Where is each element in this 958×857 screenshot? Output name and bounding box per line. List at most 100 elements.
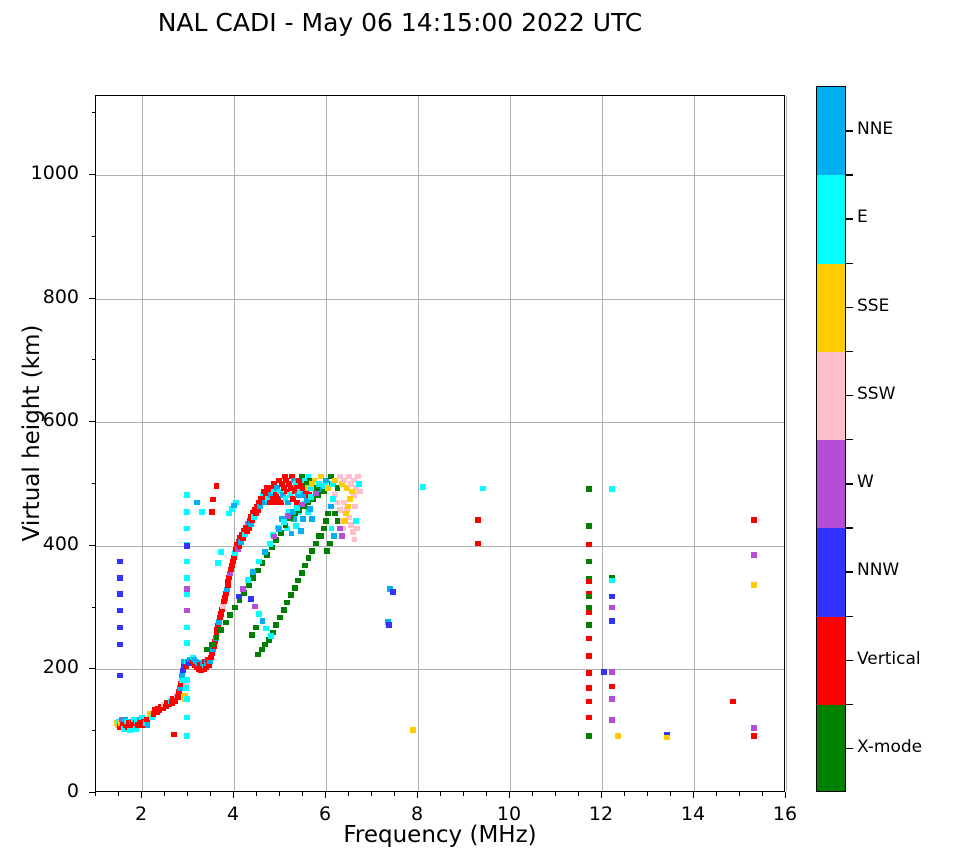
ionogram-echo-point [346, 473, 352, 480]
ionogram-echo-point [269, 629, 276, 636]
ionogram-echo-point [339, 518, 346, 524]
ionogram-echo-point [264, 484, 271, 491]
ionogram-echo-point [268, 484, 275, 491]
x-axis-minor-tick [739, 792, 740, 796]
ionogram-echo-point [184, 640, 191, 646]
ionogram-echo-point [350, 492, 357, 498]
ionogram-echo-point [184, 624, 191, 631]
gridline-horizontal [96, 175, 784, 177]
ionogram-echo-point [184, 591, 191, 597]
ionogram-echo-point [261, 488, 268, 495]
ionogram-echo-point [305, 473, 312, 480]
y-axis-tick-label: 800 [42, 285, 79, 308]
gridline-vertical [786, 96, 787, 791]
ionogram-echo-point [283, 477, 290, 484]
ionogram-echo-point [345, 503, 352, 510]
ionogram-echo-point [299, 570, 306, 576]
ionogram-echo-point [231, 550, 238, 557]
ionogram-echo-point [226, 574, 233, 581]
ionogram-echo-point [290, 477, 297, 484]
colorbar-boundary-tick [846, 615, 853, 617]
ionogram-echo-point [277, 614, 283, 621]
page-title: NAL CADI - May 06 14:15:00 2022 UTC [157, 8, 643, 37]
ionogram-echo-point [354, 525, 361, 532]
ionogram-echo-point [586, 578, 593, 585]
ionogram-echo-point [240, 586, 247, 592]
ionogram-echo-point [208, 641, 215, 648]
ionogram-echo-point [139, 714, 145, 721]
ionogram-echo-point [184, 696, 191, 702]
ionogram-echo-point [206, 662, 213, 668]
ionogram-echo-point [278, 481, 285, 487]
ionogram-echo-point [387, 586, 394, 592]
ionogram-echo-point [253, 624, 260, 631]
ionogram-echo-point [341, 499, 348, 506]
x-axis-label: Frequency (MHz) [343, 822, 537, 848]
ionogram-echo-point [300, 516, 306, 523]
x-axis-tick-label: 6 [318, 803, 332, 825]
ionogram-echo-point [284, 599, 291, 606]
ionogram-echo-point [586, 698, 593, 705]
x-axis-minor-tick [716, 792, 717, 796]
colorbar-segment-w [817, 440, 845, 529]
ionogram-echo-point [267, 633, 274, 639]
ionogram-echo-point [265, 636, 272, 643]
ionogram-echo-point [336, 507, 343, 513]
ionogram-echo-point [309, 481, 316, 487]
ionogram-echo-point [300, 492, 307, 498]
ionogram-echo-point [251, 603, 258, 610]
ionogram-echo-point [303, 481, 310, 487]
colorbar-label-nnw: NNW [857, 560, 900, 581]
ionogram-echo-point [316, 533, 323, 539]
ionogram-echo-point [304, 484, 311, 491]
ionogram-echo-point [236, 543, 243, 549]
y-axis-tick-label: 1000 [30, 162, 79, 185]
x-axis-tick-label: 8 [410, 803, 424, 825]
ionogram-echo-point [247, 521, 254, 527]
ionogram-echo-point [276, 477, 283, 484]
colorbar-boundary-tick [846, 527, 853, 529]
ionogram-echo-point [586, 635, 593, 642]
ionogram-echo-point [586, 558, 593, 565]
ionogram-echo-point [204, 646, 211, 653]
ionogram-echo-point [259, 618, 266, 624]
ionogram-echo-point [332, 477, 339, 484]
ionogram-echo-point [175, 688, 182, 695]
ionogram-echo-point [301, 477, 308, 484]
ionogram-echo-point [132, 725, 139, 732]
ionogram-echo-point [240, 535, 247, 542]
colorbar-tick [846, 130, 853, 132]
x-axis-tick [785, 792, 786, 798]
ionogram-echo-point [276, 526, 283, 532]
ionogram-echo-point [289, 509, 296, 515]
colorbar-label-vertical: Vertical [857, 648, 921, 669]
ionogram-echo-point [165, 701, 172, 708]
plot-gridlines [96, 96, 787, 791]
ionogram-echo-point [285, 499, 292, 506]
ionogram-echo-point [116, 607, 123, 614]
x-axis-tick [509, 792, 510, 798]
ionogram-echo-point [343, 507, 350, 513]
gridline-horizontal [96, 422, 784, 424]
x-axis-minor-tick [440, 792, 441, 796]
gridline-vertical [694, 96, 695, 791]
y-axis-label: Virtual height (km) [19, 324, 45, 542]
ionogram-echo-point [215, 622, 222, 629]
ionogram-echo-point [609, 577, 616, 584]
ionogram-echo-point [287, 492, 294, 498]
ionogram-echo-point [184, 575, 191, 581]
ionogram-echo-point [586, 541, 593, 548]
ionogram-echo-point [207, 658, 214, 665]
ionogram-echo-point [320, 525, 327, 532]
ionogram-echo-point [216, 619, 223, 625]
y-axis-tick [89, 421, 95, 423]
gridline-horizontal [96, 669, 784, 671]
y-axis-tick [89, 544, 95, 546]
ionogram-echo-point [275, 496, 282, 502]
ionogram-echo-point [334, 518, 341, 524]
ionogram-echo-point [184, 677, 191, 683]
ionogram-echo-point [130, 716, 137, 723]
ionogram-echo-point [265, 488, 272, 495]
x-axis-minor-tick [394, 792, 395, 796]
x-axis-minor-tick [486, 792, 487, 796]
